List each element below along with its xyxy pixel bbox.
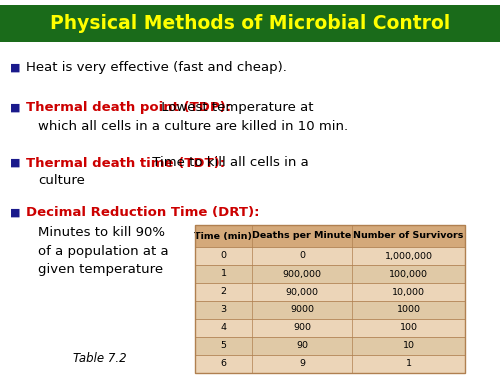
Text: 9000: 9000 [290, 306, 314, 315]
Text: 900: 900 [293, 324, 311, 333]
Text: 900,000: 900,000 [282, 270, 322, 279]
Text: 1: 1 [220, 270, 226, 279]
Text: 3: 3 [220, 306, 226, 315]
Text: which all cells in a culture are killed in 10 min.: which all cells in a culture are killed … [38, 120, 348, 132]
Bar [195, 225, 465, 247]
Text: 100: 100 [400, 324, 417, 333]
Text: 4: 4 [220, 324, 226, 333]
Text: 10,000: 10,000 [392, 288, 425, 297]
Bar [195, 337, 465, 355]
Text: 1: 1 [406, 360, 411, 369]
Text: Physical Methods of Microbial Control: Physical Methods of Microbial Control [50, 14, 450, 33]
Text: ■: ■ [10, 158, 20, 168]
Text: of a population at a: of a population at a [38, 244, 168, 258]
Text: ■: ■ [10, 103, 20, 113]
Text: culture: culture [38, 174, 85, 188]
Text: 90: 90 [296, 342, 308, 351]
Text: Table 7.2: Table 7.2 [73, 351, 127, 364]
Text: ■: ■ [10, 208, 20, 218]
Text: 6: 6 [220, 360, 226, 369]
Text: Decimal Reduction Time (DRT):: Decimal Reduction Time (DRT): [26, 207, 260, 219]
Text: 90,000: 90,000 [286, 288, 318, 297]
Text: 100,000: 100,000 [389, 270, 428, 279]
Bar [195, 265, 465, 283]
Text: Thermal death time (TDT):: Thermal death time (TDT): [26, 156, 225, 170]
Text: 0: 0 [299, 252, 305, 261]
Text: ■: ■ [10, 63, 20, 73]
Text: Time (min): Time (min) [194, 231, 252, 240]
Bar [0, 0, 500, 5]
Bar [195, 319, 465, 337]
Text: Minutes to kill 90%: Minutes to kill 90% [38, 225, 165, 238]
Bar [195, 283, 465, 301]
Text: 10: 10 [402, 342, 414, 351]
Text: Thermal death point (TDP):: Thermal death point (TDP): [26, 102, 231, 114]
Text: 2: 2 [220, 288, 226, 297]
Text: 5: 5 [220, 342, 226, 351]
Text: given temperature: given temperature [38, 264, 163, 276]
Text: 1000: 1000 [396, 306, 420, 315]
Bar [195, 225, 465, 373]
Bar [195, 355, 465, 373]
Text: Number of Survivors: Number of Survivors [354, 231, 464, 240]
Bar [0, 42, 500, 375]
Text: Heat is very effective (fast and cheap).: Heat is very effective (fast and cheap). [26, 62, 287, 75]
Text: Deaths per Minute: Deaths per Minute [252, 231, 352, 240]
Bar [0, 5, 500, 42]
Bar [195, 301, 465, 319]
Text: Lowest temperature at: Lowest temperature at [157, 102, 314, 114]
Text: 0: 0 [220, 252, 226, 261]
Text: 9: 9 [299, 360, 305, 369]
Bar [195, 247, 465, 265]
Text: Time to kill all cells in a: Time to kill all cells in a [148, 156, 309, 170]
Text: 1,000,000: 1,000,000 [384, 252, 432, 261]
